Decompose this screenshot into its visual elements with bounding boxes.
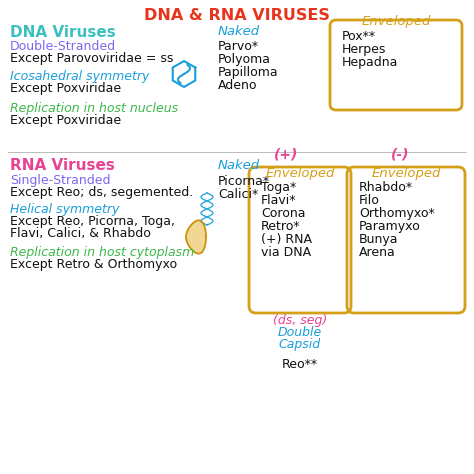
Text: (+) RNA: (+) RNA bbox=[261, 233, 312, 246]
Text: Picorna*: Picorna* bbox=[218, 175, 270, 188]
Text: Capsid: Capsid bbox=[279, 338, 321, 351]
Text: Orthomyxo*: Orthomyxo* bbox=[359, 207, 435, 220]
Text: Single-Stranded: Single-Stranded bbox=[10, 174, 110, 187]
Text: Except Reo; ds, segemented.: Except Reo; ds, segemented. bbox=[10, 186, 193, 199]
Text: Helical symmetry: Helical symmetry bbox=[10, 203, 119, 216]
Text: Pox**: Pox** bbox=[342, 30, 376, 43]
Text: Except Poxviridae: Except Poxviridae bbox=[10, 82, 121, 95]
Text: Flavi*: Flavi* bbox=[261, 194, 297, 207]
Text: Paramyxo: Paramyxo bbox=[359, 220, 421, 233]
Text: Double: Double bbox=[278, 326, 322, 339]
Text: Reo**: Reo** bbox=[282, 358, 318, 371]
Text: Bunya: Bunya bbox=[359, 233, 399, 246]
Text: (ds, seg): (ds, seg) bbox=[273, 314, 327, 327]
Text: Flavi, Calici, & Rhabdo: Flavi, Calici, & Rhabdo bbox=[10, 227, 151, 240]
Text: Parvo*: Parvo* bbox=[218, 40, 259, 53]
Text: Enveloped: Enveloped bbox=[361, 15, 431, 28]
Text: Enveloped: Enveloped bbox=[265, 167, 335, 180]
Text: DNA & RNA VIRUSES: DNA & RNA VIRUSES bbox=[144, 8, 330, 23]
Text: Retro*: Retro* bbox=[261, 220, 301, 233]
Text: Corona: Corona bbox=[261, 207, 306, 220]
Text: (+): (+) bbox=[274, 147, 298, 161]
Text: Rhabdo*: Rhabdo* bbox=[359, 181, 413, 194]
Text: Except Parovoviridae = ss: Except Parovoviridae = ss bbox=[10, 52, 173, 65]
Text: Icosahedral symmetry: Icosahedral symmetry bbox=[10, 70, 149, 83]
Text: Arena: Arena bbox=[359, 246, 396, 259]
Text: Double-Stranded: Double-Stranded bbox=[10, 40, 116, 53]
Text: DNA Viruses: DNA Viruses bbox=[10, 25, 116, 40]
Text: Except Poxviridae: Except Poxviridae bbox=[10, 114, 121, 127]
Text: Replication in host cytoplasm: Replication in host cytoplasm bbox=[10, 246, 194, 259]
Text: Filo: Filo bbox=[359, 194, 380, 207]
Text: Toga*: Toga* bbox=[261, 181, 296, 194]
Text: Polyoma: Polyoma bbox=[218, 53, 271, 66]
Text: Adeno: Adeno bbox=[218, 79, 257, 92]
Polygon shape bbox=[186, 220, 206, 254]
Text: RNA Viruses: RNA Viruses bbox=[10, 158, 115, 173]
Text: Naked: Naked bbox=[218, 159, 260, 172]
Text: via DNA: via DNA bbox=[261, 246, 311, 259]
Text: Replication in host nucleus: Replication in host nucleus bbox=[10, 102, 178, 115]
Text: Herpes: Herpes bbox=[342, 43, 386, 56]
Text: Naked: Naked bbox=[218, 25, 260, 38]
Text: Except Retro & Orthomyxo: Except Retro & Orthomyxo bbox=[10, 258, 177, 271]
Text: Papilloma: Papilloma bbox=[218, 66, 279, 79]
Text: (-): (-) bbox=[391, 147, 409, 161]
Text: Hepadna: Hepadna bbox=[342, 56, 398, 69]
Text: Enveloped: Enveloped bbox=[371, 167, 441, 180]
Text: Except Reo, Picorna, Toga,: Except Reo, Picorna, Toga, bbox=[10, 215, 175, 228]
Text: Calici*: Calici* bbox=[218, 188, 258, 201]
